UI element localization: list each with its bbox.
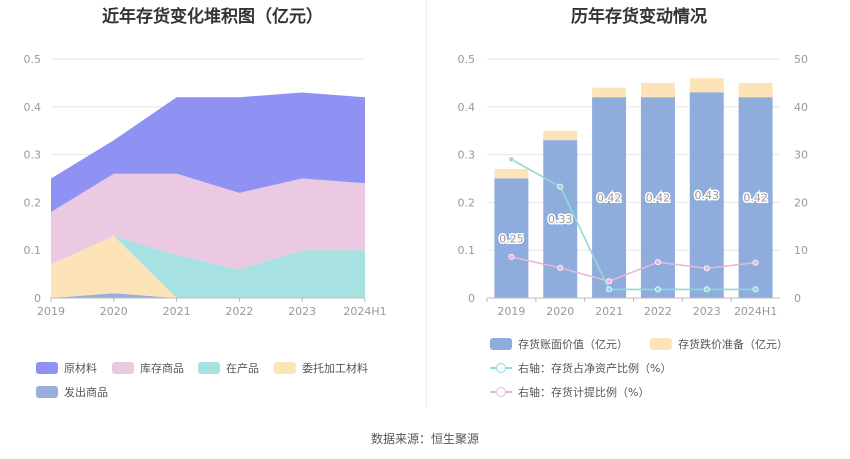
bar-impairment: [640, 82, 675, 98]
line-point: [508, 156, 515, 163]
line-point: [557, 183, 564, 190]
y2-tick-label: 50: [794, 53, 808, 66]
line-point: [606, 278, 613, 285]
bar-book-value: [689, 92, 724, 299]
line-provision_ratio_line: [511, 256, 756, 283]
y2-tick-label: 0: [794, 292, 801, 305]
y2-tick-label: 20: [794, 196, 808, 209]
area-inventory_goods: [51, 173, 365, 270]
y-tick-label: 0.4: [458, 101, 476, 114]
line-point: [752, 259, 759, 266]
y-tick-label: 0.4: [24, 101, 42, 114]
line-point: [752, 286, 759, 293]
bar-data-label: 0.42: [743, 192, 768, 205]
line-point: [654, 286, 661, 293]
area-shipped: [51, 293, 365, 298]
x-tick-label: 2020: [100, 305, 128, 318]
y2-tick-label: 10: [794, 244, 808, 257]
line-point: [654, 259, 661, 266]
bar-data-label: 0.25: [499, 232, 524, 245]
line-point: [703, 286, 710, 293]
x-tick-label: 2023: [288, 305, 316, 318]
bar-data-label: 0.42: [597, 192, 622, 205]
x-tick-label: 2024H1: [343, 305, 386, 318]
bar-impairment: [689, 78, 724, 93]
bar-book-value: [494, 178, 529, 298]
line-point: [557, 264, 564, 271]
bar-impairment: [543, 130, 578, 141]
y-tick-label: 0.2: [24, 196, 42, 209]
y-tick-label: 0: [468, 292, 475, 305]
y-tick-label: 0.1: [458, 244, 476, 257]
x-tick-label: 2019: [37, 305, 65, 318]
x-tick-label: 2024H1: [734, 305, 777, 318]
left-chart-title: 近年存货变化堆积图（亿元）: [102, 7, 323, 27]
x-tick-label: 2019: [497, 305, 525, 318]
combo-bar-line-chart: 0 0.1 0.2 0.3 0.4 0.5 0 10 20 30 40 50 2019 2020 2021 2…: [458, 53, 809, 318]
x-tick-label: 2022: [644, 305, 672, 318]
y-tick-label: 0: [34, 292, 41, 305]
area-raw_materials: [51, 92, 365, 212]
x-tick-label: 2023: [693, 305, 721, 318]
line-net_asset_ratio_line: [511, 158, 756, 291]
bar-impairment: [738, 82, 773, 98]
y-tick-label: 0.1: [24, 244, 42, 257]
line-point: [508, 253, 515, 260]
y-tick-label: 0.2: [458, 196, 476, 209]
bar-data-label: 0.33: [548, 213, 573, 226]
data-source-note: 数据来源：恒生聚源: [370, 432, 479, 446]
x-tick-label: 2021: [595, 305, 623, 318]
y-tick-label: 0.5: [458, 53, 476, 66]
stacked-area-chart: 0 0.1 0.2 0.3 0.4 0.5 2019 2020 2021 2022 2023 2024…: [24, 53, 387, 318]
line-point: [703, 265, 710, 272]
x-tick-label: 2022: [225, 305, 253, 318]
area-outsourced: [51, 235, 365, 298]
y2-tick-label: 30: [794, 149, 808, 162]
y-tick-label: 0.3: [24, 149, 42, 162]
y-tick-label: 0.3: [458, 149, 476, 162]
bar-impairment: [494, 168, 529, 179]
y2-tick-label: 40: [794, 101, 808, 114]
right-chart-panel: 历年存货变动情况 0 0.1 0.2 0.3 0.4 0.5 0 10 20 30 40 50 2019…: [428, 0, 850, 420]
left-chart-panel: 近年存货变化堆积图（亿元） 0 0.1 0.2 0.3 0.4 0.5 2019 2020 20…: [0, 0, 425, 420]
bar-impairment: [592, 87, 627, 98]
area-wip: [51, 235, 365, 298]
right-chart-title: 历年存货变动情况: [571, 7, 707, 27]
panel-divider: [426, 0, 427, 408]
line-point: [606, 286, 613, 293]
y-tick-label: 0.5: [24, 53, 42, 66]
bar-data-label: 0.42: [646, 192, 671, 205]
x-tick-label: 2020: [546, 305, 574, 318]
bar-data-label: 0.43: [695, 189, 720, 202]
x-tick-label: 2021: [163, 305, 191, 318]
